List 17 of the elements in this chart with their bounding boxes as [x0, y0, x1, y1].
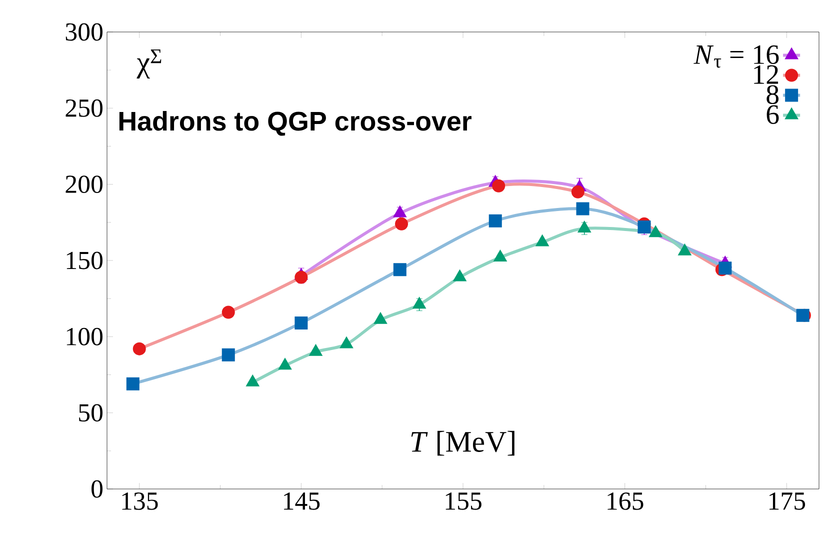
- legend-label: 8: [766, 85, 779, 104]
- y-tick-label: 50: [79, 404, 103, 422]
- x-tick-label: 145: [284, 492, 320, 510]
- x-tick-label: 175: [769, 492, 806, 510]
- y-tick-label: 150: [66, 252, 103, 270]
- x-tick-label: 155: [446, 492, 482, 510]
- x-tick-label: 135: [122, 492, 158, 510]
- legend-label: 6: [766, 105, 779, 124]
- y-axis-title: χ$^{Σ}$: [136, 49, 162, 79]
- y-tick-label: 250: [66, 99, 103, 117]
- x-axis-title: T [MeV]: [411, 430, 514, 456]
- x-tick-label: 165: [608, 492, 644, 510]
- annotation: Hadrons to QGP cross-over: [119, 110, 472, 136]
- y-tick-label: 200: [66, 176, 103, 194]
- y-tick-label: 100: [66, 328, 103, 346]
- y-tick-label: 0: [92, 480, 103, 498]
- y-tick-label: 300: [66, 23, 103, 41]
